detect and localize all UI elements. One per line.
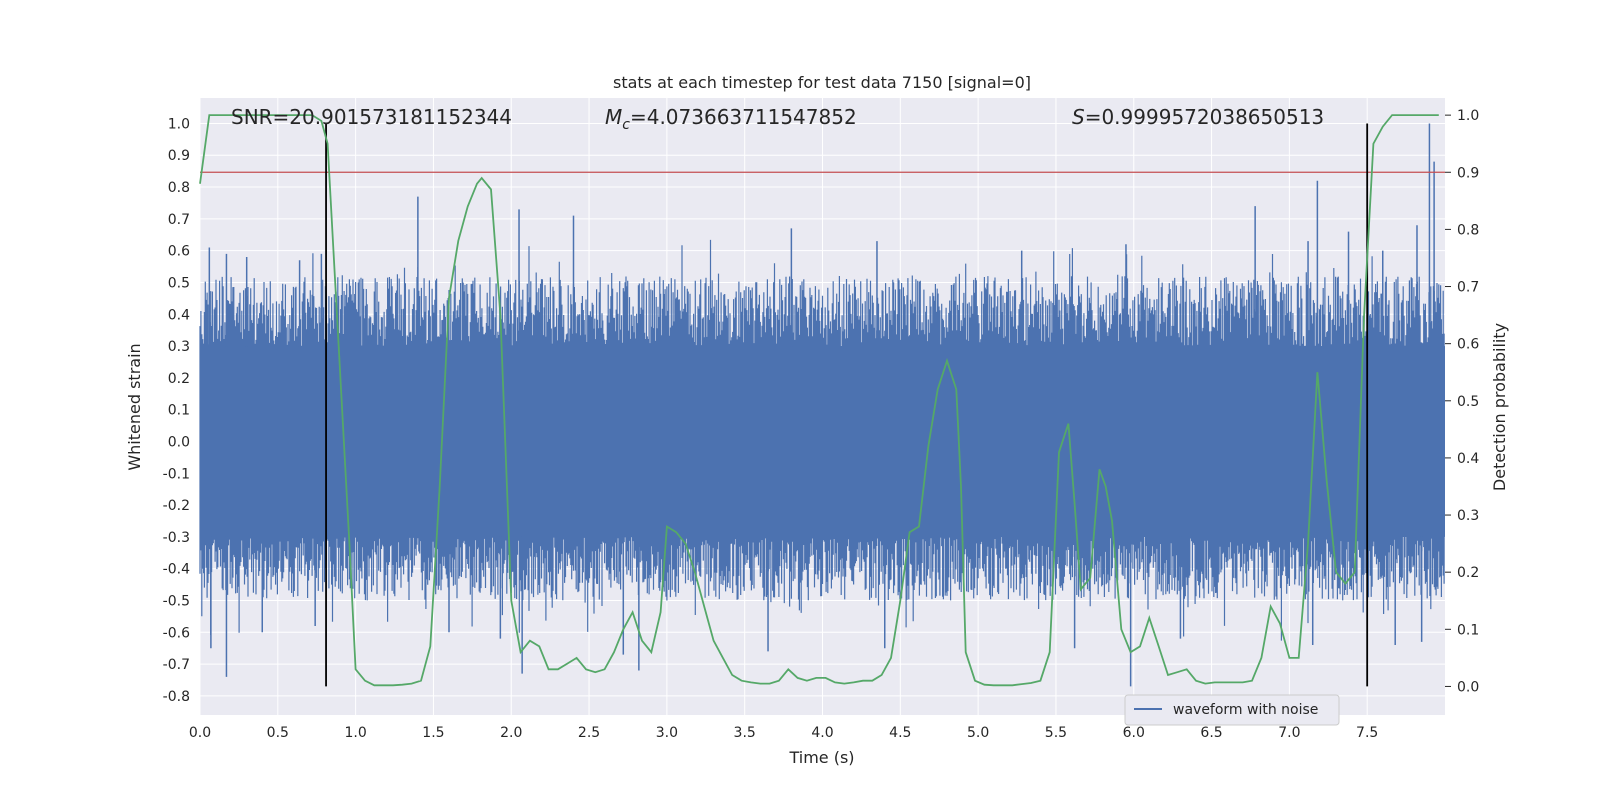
y-left-tick-label: -0.1 [163, 466, 190, 482]
score-annotation: S=0.9999572038650513 [1072, 105, 1324, 129]
y-left-tick-label: 0.9 [168, 148, 190, 164]
strain-series [199, 123, 1445, 687]
chirp-mass-annotation: Mc=4.073663711547852 [605, 105, 857, 133]
y-left-tick-label: -0.4 [163, 562, 190, 578]
x-tick-label: 1.5 [422, 725, 444, 741]
x-tick-label: 0.5 [267, 725, 289, 741]
y-left-tick-label: 0.2 [168, 371, 190, 387]
snr-annotation: SNR=20.901573181152344 [231, 105, 512, 129]
x-tick-label: 0.0 [189, 725, 211, 741]
probability-line [199, 114, 1439, 687]
y-right-tick-label: 0.3 [1457, 508, 1479, 524]
y-left-tick-label: -0.8 [163, 689, 190, 705]
chirp-mass-value: =4.073663711547852 [630, 105, 857, 129]
x-tick-label: 3.0 [656, 725, 678, 741]
score-value: =0.9999572038650513 [1085, 105, 1324, 129]
y-left-tick-label: 0.0 [168, 434, 190, 450]
x-tick-label: 7.5 [1356, 725, 1378, 741]
x-tick-label: 4.5 [889, 725, 911, 741]
y-left-tick-label: 1.0 [168, 116, 190, 132]
x-tick-label: 6.5 [1200, 725, 1222, 741]
vertical-markers [325, 123, 1369, 687]
y-right-tick-label: 0.9 [1457, 165, 1479, 181]
x-tick-label: 5.5 [1045, 725, 1067, 741]
y-left-tick-label: -0.5 [163, 594, 190, 610]
x-tick-label: 3.5 [734, 725, 756, 741]
x-axis-label: Time (s) [788, 748, 854, 767]
chirp-mass-subscript: c [622, 117, 630, 133]
y-right-tick-label: 0.0 [1457, 679, 1479, 695]
y-left-tick-label: 0.3 [168, 339, 190, 355]
y-left-tick-label: -0.6 [163, 625, 190, 641]
legend: waveform with noise [1124, 694, 1340, 726]
y-left-tick-labels: -0.8 -0.7 -0.6 -0.5 -0.4 -0.3 -0.2 -0.1 0.0 0.1 0.… [163, 116, 190, 704]
x-tick-label: 1.0 [344, 725, 366, 741]
y-right-tick-label: 0.2 [1457, 565, 1479, 581]
x-tick-label: 7.0 [1278, 725, 1300, 741]
y-right-axis-label: Detection probability [1490, 323, 1509, 491]
y-right-tick-label: 0.1 [1457, 622, 1479, 638]
x-tick-label: 2.0 [500, 725, 522, 741]
y-left-tick-label: -0.3 [163, 530, 190, 546]
score-symbol: S [1072, 105, 1085, 129]
x-tick-label: 5.0 [967, 725, 989, 741]
y-right-tick-label: 0.8 [1457, 222, 1479, 238]
y-left-tick-label: -0.2 [163, 498, 190, 514]
y-left-axis-label: Whitened strain [125, 343, 144, 470]
y-left-tick-label: 0.7 [168, 212, 190, 228]
y-right-tick-label: 1.0 [1457, 108, 1479, 124]
probability-series [199, 114, 1439, 687]
chart-title: stats at each timestep for test data 715… [613, 73, 1031, 92]
y-left-tick-label: 0.6 [168, 244, 190, 260]
y-left-tick-label: 0.1 [168, 403, 190, 419]
x-tick-label: 4.0 [811, 725, 833, 741]
x-tick-label: 6.0 [1123, 725, 1145, 741]
y-left-tick-label: 0.4 [168, 307, 190, 323]
y-right-tick-label: 0.4 [1457, 451, 1479, 467]
x-tick-label: 2.5 [578, 725, 600, 741]
y-right-tick-label: 0.5 [1457, 394, 1479, 410]
x-tick-labels: 0.0 0.5 1.0 1.5 2.0 2.5 3.0 3.5 4.0 4.5 5.0 5.5 6.0 6… [189, 725, 1378, 741]
y-left-tick-label: -0.7 [163, 657, 190, 673]
y-left-tick-label: 0.5 [168, 275, 190, 291]
legend-label: waveform with noise [1173, 702, 1318, 718]
legend-box [1124, 694, 1340, 726]
strain-core-band [200, 346, 1445, 537]
y-right-tick-labels: 0.0 0.1 0.2 0.3 0.4 0.5 0.6 0.7 0.8 0.9 1.0 [1445, 108, 1479, 695]
y-left-tick-label: 0.8 [168, 180, 190, 196]
y-right-tick-label: 0.6 [1457, 337, 1479, 353]
chirp-mass-symbol: M [605, 105, 622, 129]
y-right-tick-label: 0.7 [1457, 280, 1479, 296]
